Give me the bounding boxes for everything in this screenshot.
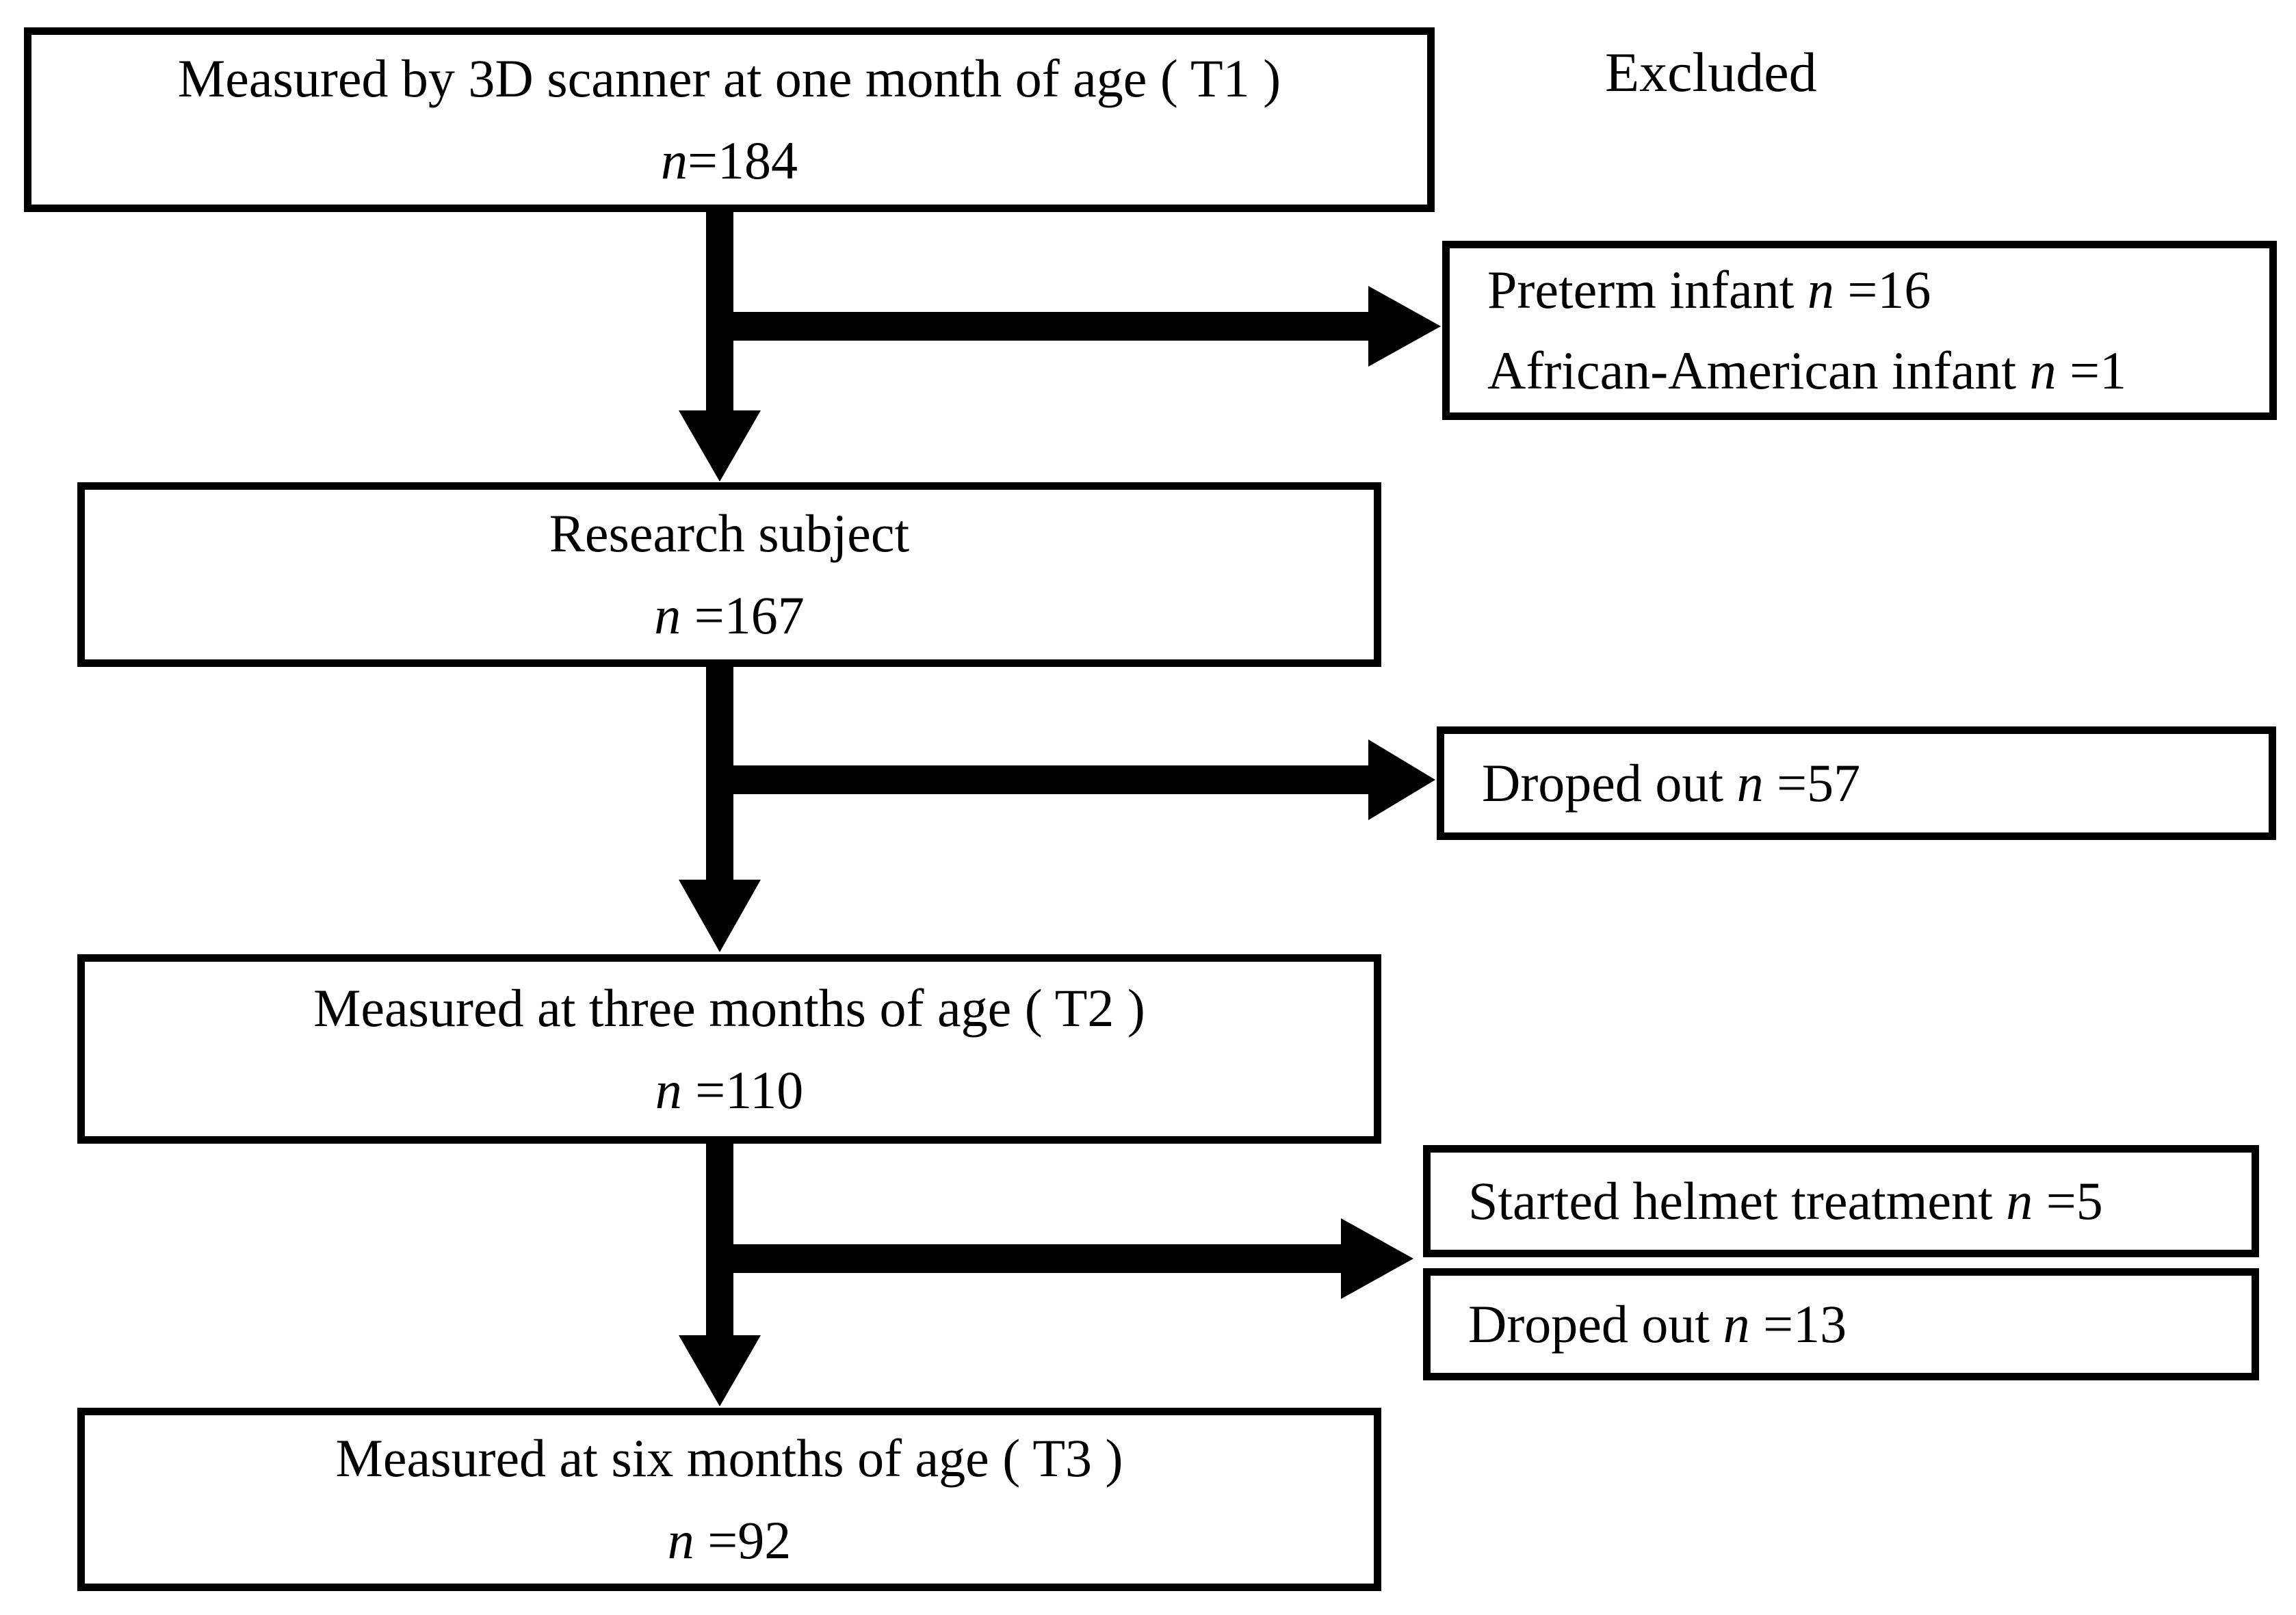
n-value: =13 — [1749, 1294, 1847, 1354]
arrow-down-head-2 — [679, 880, 761, 952]
excluded-heading: Excluded — [1605, 41, 1817, 103]
arrow-down-head-3 — [679, 1335, 761, 1406]
n-symbol: n — [654, 586, 681, 645]
exclusion-text: Droped out — [1468, 1294, 1723, 1354]
arrow-right-head-3 — [1341, 1218, 1413, 1299]
n-value: =167 — [681, 586, 805, 645]
n-symbol: n — [1807, 260, 1834, 319]
started-helmet-line: Started helmet treatment n =5 — [1468, 1161, 2103, 1242]
n-symbol: n — [1723, 1294, 1750, 1354]
exclusion-text: Preterm infant — [1487, 260, 1808, 319]
box-measured-t3-n: n =92 — [668, 1499, 792, 1581]
n-value: =110 — [681, 1060, 804, 1120]
n-value: =57 — [1763, 753, 1861, 813]
exclusion-text: African-American infant — [1487, 341, 2030, 400]
box-measured-t1: Measured by 3D scanner at one month of a… — [24, 27, 1435, 212]
box-research-subject-n: n =167 — [654, 575, 805, 657]
box-measured-t3: Measured at six months of age ( T3 ) n =… — [77, 1408, 1381, 1591]
box-measured-t1-n: n=184 — [661, 120, 798, 202]
box-measured-t2-title: Measured at three months of age ( T2 ) — [313, 977, 1145, 1038]
n-symbol: n — [2006, 1171, 2033, 1231]
box-measured-t2-n: n =110 — [655, 1049, 804, 1131]
n-value: =1 — [2056, 341, 2127, 400]
arrow-research-to-t2 — [679, 659, 1435, 952]
exclusion-text: Started helmet treatment — [1468, 1171, 2007, 1231]
n-value: =184 — [688, 131, 798, 190]
arrow-t1-to-research — [679, 204, 1441, 482]
n-value: =92 — [694, 1510, 792, 1570]
box-droped-out-57: Droped out n =57 — [1437, 726, 2276, 840]
box-research-subject: Research subject n =167 — [77, 482, 1381, 667]
n-symbol: n — [661, 131, 688, 190]
arrow-right-head-2 — [1368, 739, 1435, 820]
excluded-african-american-line: African-American infant n =1 — [1487, 330, 2126, 411]
n-symbol: n — [2029, 341, 2057, 400]
exclusion-text: Droped out — [1482, 753, 1737, 813]
arrow-right-head-1 — [1368, 286, 1441, 367]
n-symbol: n — [1736, 753, 1764, 813]
box-started-helmet-treatment: Started helmet treatment n =5 — [1423, 1145, 2259, 1257]
n-value: =16 — [1834, 260, 1931, 319]
arrow-t2-to-t3 — [679, 1135, 1413, 1406]
box-research-subject-title: Research subject — [549, 503, 910, 563]
n-value: =5 — [2033, 1171, 2103, 1231]
box-measured-t3-title: Measured at six months of age ( T3 ) — [335, 1428, 1123, 1488]
n-symbol: n — [655, 1060, 682, 1120]
droped-out-57-line: Droped out n =57 — [1482, 743, 1860, 824]
n-symbol: n — [667, 1510, 694, 1570]
droped-out-13-line: Droped out n =13 — [1468, 1284, 1847, 1365]
box-droped-out-13: Droped out n =13 — [1423, 1268, 2259, 1380]
box-excluded-preterm: Preterm infant n =16 African-American in… — [1442, 241, 2277, 420]
excluded-preterm-line: Preterm infant n =16 — [1487, 250, 1931, 330]
box-measured-t2: Measured at three months of age ( T2 ) n… — [77, 954, 1381, 1144]
box-measured-t1-title: Measured by 3D scanner at one month of a… — [177, 49, 1281, 108]
arrow-down-head-1 — [679, 410, 761, 482]
